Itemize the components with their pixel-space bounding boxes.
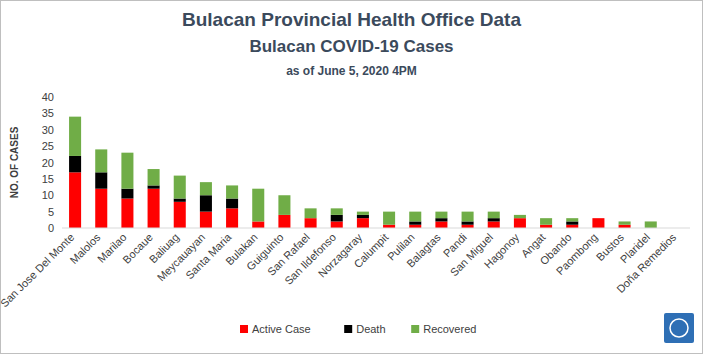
bar — [148, 169, 160, 185]
legend-swatch — [240, 325, 248, 333]
bar — [331, 215, 343, 222]
bar — [69, 156, 81, 172]
x-tick-label: Balagtas — [404, 231, 443, 270]
bar — [200, 182, 212, 195]
annotation: as of June 5, 2020 4PM — [286, 64, 417, 78]
bar — [514, 218, 526, 228]
bar — [592, 218, 604, 219]
bar — [148, 189, 160, 228]
bar — [95, 189, 107, 228]
bars — [69, 117, 657, 228]
bar — [95, 172, 107, 188]
bar — [226, 208, 238, 228]
y-tick-label: 35 — [42, 107, 54, 119]
bar — [540, 218, 552, 225]
bar — [174, 176, 186, 199]
legend-label: Recovered — [423, 323, 476, 335]
y-tick — [59, 97, 62, 98]
bar — [226, 185, 238, 198]
bar — [462, 212, 474, 222]
logo — [664, 313, 694, 343]
bar — [69, 172, 81, 228]
bar — [619, 221, 631, 224]
bar — [121, 153, 133, 189]
x-tick-label: Calumpit — [351, 231, 390, 270]
bar — [357, 212, 369, 215]
bar — [121, 189, 133, 199]
y-tick-label: 40 — [42, 91, 54, 103]
bar — [435, 218, 447, 221]
logo-ring — [670, 319, 688, 337]
legend-label: Active Case — [252, 323, 311, 335]
x-tick-label: Hagonoy — [482, 231, 522, 271]
bar — [514, 215, 526, 218]
bar — [488, 221, 500, 228]
bar — [69, 117, 81, 156]
bar — [409, 221, 421, 224]
legend-swatch — [411, 325, 419, 333]
bar — [252, 189, 264, 222]
y-axis-label: NO. OF CASES — [9, 126, 20, 198]
frame — [1, 1, 703, 354]
bar — [200, 212, 212, 228]
bar — [200, 195, 212, 211]
bar — [566, 218, 578, 221]
bar — [566, 221, 578, 224]
bar — [462, 221, 474, 224]
bar — [488, 218, 500, 221]
y-tick-label: 0 — [48, 222, 54, 234]
x-tick-label: Doña Remedios — [614, 231, 679, 296]
bar — [331, 208, 343, 215]
x-tick-label: Paombong — [554, 231, 600, 277]
legend-swatch — [344, 325, 352, 333]
y-tick-label: 15 — [42, 173, 54, 185]
bar — [252, 221, 264, 228]
y-tick — [59, 228, 62, 229]
y-tick — [59, 211, 62, 212]
bar — [226, 199, 238, 209]
bar — [95, 149, 107, 172]
bar — [148, 185, 160, 188]
x-tick-label: San Jose Del Monte — [0, 231, 76, 310]
bar — [331, 221, 343, 228]
y-tick-label: 20 — [42, 157, 54, 169]
y-tick — [59, 178, 62, 179]
y-tick-label: 30 — [42, 124, 54, 136]
y-tick-label: 5 — [48, 206, 54, 218]
y-tick-label: 25 — [42, 140, 54, 152]
y-tick — [59, 162, 62, 163]
bar — [174, 202, 186, 228]
bar — [488, 212, 500, 219]
bar — [305, 208, 317, 218]
bar — [592, 218, 604, 219]
x-axis — [62, 228, 690, 229]
y-tick — [59, 113, 62, 114]
bar — [357, 218, 369, 228]
bar — [278, 215, 290, 228]
bar — [357, 215, 369, 218]
bar — [278, 195, 290, 215]
bar — [645, 221, 657, 228]
legend-label: Death — [356, 323, 385, 335]
y-tick-label: 10 — [42, 189, 54, 201]
chart: Bulacan Provincial Health Office Data Bul… — [0, 0, 703, 354]
subtitle: Bulacan COVID-19 Cases — [249, 37, 453, 56]
y-tick — [59, 146, 62, 147]
bar — [592, 218, 604, 228]
y-tick — [59, 129, 62, 130]
legend: Active Case Death Recovered — [240, 323, 476, 335]
x-tick-label: Malolos — [67, 231, 103, 267]
title: Bulacan Provincial Health Office Data — [182, 9, 521, 30]
bar — [435, 212, 447, 219]
bar — [305, 218, 317, 228]
bar — [174, 199, 186, 202]
y-tick — [59, 195, 62, 196]
bar — [121, 199, 133, 228]
bar — [435, 221, 447, 228]
bar — [383, 212, 395, 225]
bar — [409, 212, 421, 222]
